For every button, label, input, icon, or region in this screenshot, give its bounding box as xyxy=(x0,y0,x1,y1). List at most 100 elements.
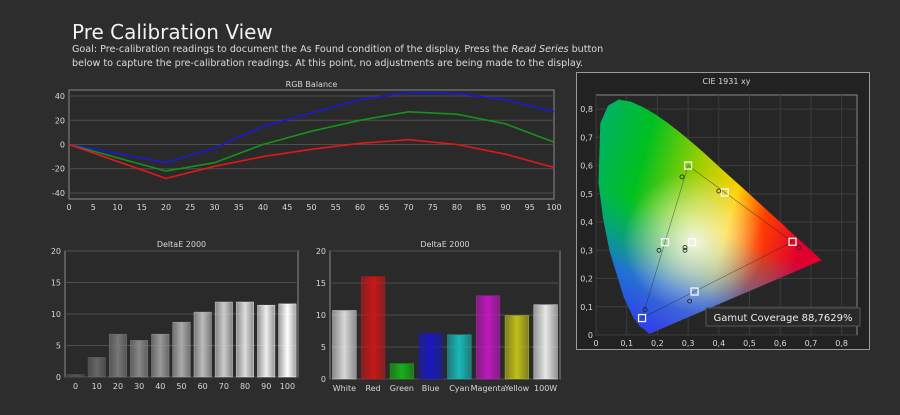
x-tick-label: 0 xyxy=(73,382,78,391)
bar xyxy=(332,310,357,380)
y-tick-label: 40 xyxy=(55,92,65,101)
chart-title: DeltaE 2000 xyxy=(157,240,206,249)
y-tick-label: 10 xyxy=(51,310,61,319)
gamut-coverage-label: Gamut Coverage 88,7629% xyxy=(714,313,853,324)
x-tick-label: 65 xyxy=(379,203,389,212)
y-tick-label: 20 xyxy=(316,247,326,256)
y-tick-label: 0 xyxy=(321,375,326,384)
measured-point xyxy=(656,247,662,253)
measured-point xyxy=(682,245,688,250)
y-tick-label: 10 xyxy=(316,311,326,320)
measured-point xyxy=(687,298,693,304)
x-tick-label: 5 xyxy=(91,203,96,212)
measured-point xyxy=(682,247,688,253)
x-tick-label: 90 xyxy=(261,382,271,391)
x-tick-label: 35 xyxy=(234,203,244,212)
x-tick-label: 0,6 xyxy=(774,339,787,348)
x-tick-label: Magenta xyxy=(471,384,506,393)
bar xyxy=(109,333,127,378)
series-line xyxy=(68,110,555,172)
bar xyxy=(389,363,414,380)
goal-prefix: Goal: Pre-calibration readings to docume… xyxy=(72,44,512,55)
x-tick-label: 40 xyxy=(258,203,268,212)
x-tick-label: 20 xyxy=(161,203,171,212)
y-tick-label: 0,7 xyxy=(580,133,593,142)
x-tick-label: Yellow xyxy=(504,384,530,393)
target-marker xyxy=(720,188,729,197)
page-title: Pre Calibration View xyxy=(72,20,273,44)
x-tick-label: Blue xyxy=(422,384,440,393)
x-tick-label: 10 xyxy=(92,382,102,391)
measured-point xyxy=(796,245,802,250)
series-line xyxy=(68,91,555,164)
y-tick-label: -40 xyxy=(52,189,65,198)
y-tick-label: 0,8 xyxy=(580,105,593,114)
x-tick-label: 30 xyxy=(209,203,219,212)
x-tick-label: 70 xyxy=(403,203,413,212)
gamut-label-box xyxy=(705,307,861,327)
x-tick-label: 25 xyxy=(185,203,195,212)
y-tick-label: 15 xyxy=(51,279,61,288)
cie-chart: CIE 1931 xy 0 0,1 0,2 0,3 0,4 0,5 0,6 0,7 0,8 0,8 0… xyxy=(576,72,870,350)
target-marker xyxy=(637,313,647,323)
target-gamut xyxy=(641,165,794,319)
y-tick-label: 0 xyxy=(56,373,61,382)
x-tick-label: Green xyxy=(390,384,414,393)
y-tick-label: 0,2 xyxy=(580,275,593,284)
bar xyxy=(418,333,443,380)
target-marker xyxy=(687,238,697,247)
x-tick-label: 0,4 xyxy=(712,339,725,348)
x-tick-label: 90 xyxy=(500,203,510,212)
x-tick-label: 75 xyxy=(428,203,438,212)
x-tick-label: 30 xyxy=(134,382,144,391)
y-tick-label: 0 xyxy=(588,331,593,340)
deltae-colors-chart: DeltaE 2000 20 15 10 5 0 White Red Green Blue Cyan… xyxy=(316,240,561,393)
x-tick-label: White xyxy=(333,384,356,393)
x-tick-label: 70 xyxy=(219,382,229,391)
series-line xyxy=(68,138,555,180)
x-tick-label: 50 xyxy=(176,382,186,391)
bar xyxy=(361,276,386,380)
bar xyxy=(476,295,501,380)
x-tick-label: 95 xyxy=(525,203,535,212)
y-tick-label: 0,5 xyxy=(580,190,593,199)
x-tick-label: Red xyxy=(366,384,381,393)
y-tick-label: 5 xyxy=(56,342,61,351)
goal-suffix: button below to capture the pre-calibrat… xyxy=(72,44,604,69)
x-tick-label: 100 xyxy=(280,382,295,391)
bar xyxy=(447,334,472,380)
y-tick-label: 20 xyxy=(55,116,65,125)
goal-text: Goal: Pre-calibration readings to docume… xyxy=(72,43,612,71)
measured-point xyxy=(716,188,722,194)
y-tick-label: 5 xyxy=(321,343,326,352)
target-marker xyxy=(684,161,693,170)
x-tick-label: 0,8 xyxy=(835,339,848,348)
bar xyxy=(66,374,85,378)
x-tick-label: 15 xyxy=(137,203,147,212)
x-tick-label: 10 xyxy=(112,203,122,212)
bar xyxy=(533,304,558,380)
y-tick-label: 0,6 xyxy=(580,162,593,171)
x-tick-label: 50 xyxy=(306,203,316,212)
x-tick-label: 85 xyxy=(476,203,486,212)
y-tick-label: -20 xyxy=(52,165,65,174)
y-tick-label: 20 xyxy=(51,247,61,256)
x-tick-label: 0 xyxy=(593,339,598,348)
bar xyxy=(193,311,212,378)
x-tick-label: 45 xyxy=(282,203,292,212)
y-tick-label: 0,4 xyxy=(580,218,593,227)
x-tick-label: 100 xyxy=(546,203,561,212)
target-marker xyxy=(788,237,797,246)
bar xyxy=(151,333,170,378)
chart-title: RGB Balance xyxy=(286,80,338,89)
target-marker xyxy=(690,287,699,296)
measured-point xyxy=(679,174,685,180)
x-tick-label: 40 xyxy=(155,382,165,391)
bar xyxy=(278,303,297,378)
y-tick-label: 0 xyxy=(60,141,65,150)
target-marker xyxy=(660,238,670,247)
x-tick-label: 80 xyxy=(240,382,250,391)
x-tick-label: 80 xyxy=(452,203,462,212)
